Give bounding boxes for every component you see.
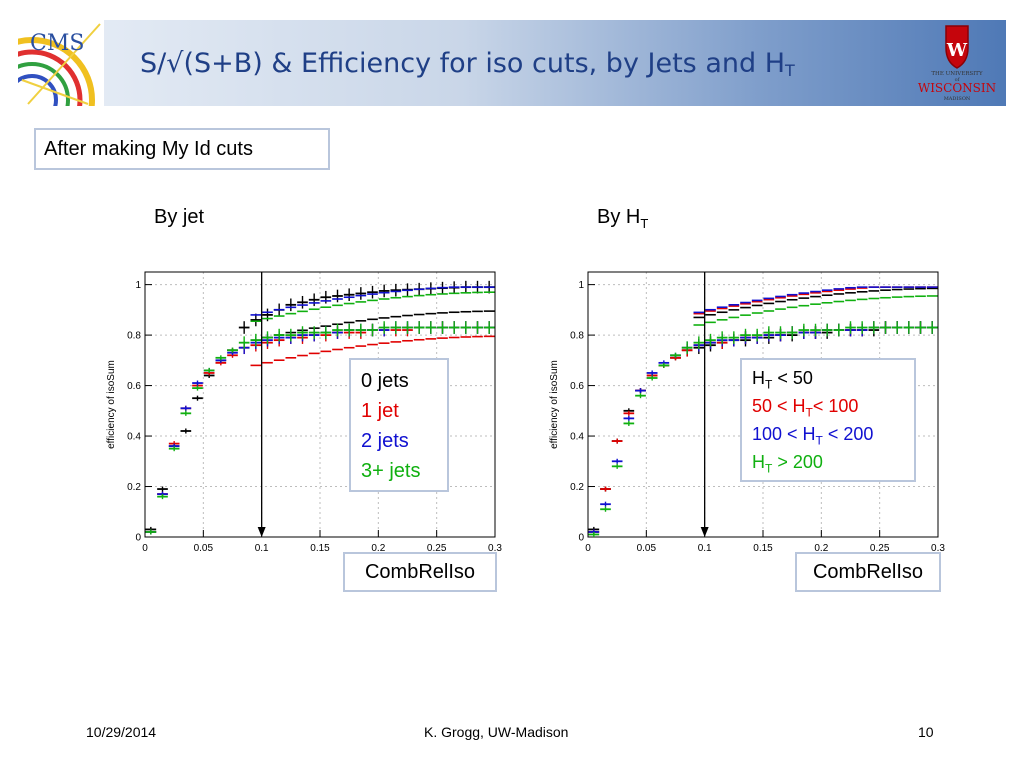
xlabel-by-ht: CombRelIso	[795, 552, 941, 592]
svg-text:MADISON: MADISON	[944, 96, 971, 102]
x-tick-label: 0.2	[371, 543, 385, 554]
legend-entry: 3+ jets	[361, 460, 421, 482]
x-tick-label: 0.15	[310, 543, 330, 554]
svg-text:WISCONSIN: WISCONSIN	[918, 81, 996, 95]
x-tick-label: 0.15	[753, 543, 773, 554]
legend-entry: HT < 50	[752, 368, 813, 392]
legend-by-jet: 0 jets 1 jet 2 jets 3+ jets	[349, 358, 449, 492]
series-3	[145, 321, 495, 535]
y-tick-label: 0.8	[127, 331, 141, 342]
panel-label-by-ht: By HT	[597, 206, 649, 231]
y-axis-label: efficiency of isoSum	[106, 360, 117, 449]
y-tick-label: 0.4	[570, 432, 584, 443]
panel-label-by-jet: By jet	[154, 206, 205, 228]
plot-by-ht: 0 0.05 0.1 0.15 0.2 0.25 0.3 0 0.2 0.4 0.6 0.8 1 effi…	[549, 271, 945, 554]
y-tick-label: 0.2	[127, 482, 141, 493]
x-tick-label: 0.05	[637, 543, 657, 554]
x-tick-label: 0.2	[814, 543, 828, 554]
page-title: S/√(S+B) & Efficiency for iso cuts, by J…	[140, 48, 795, 80]
series-3	[588, 321, 938, 537]
x-tick-label: 0.3	[488, 543, 502, 554]
x-tick-label: 0	[585, 543, 591, 554]
x-tick-label: 0.1	[255, 543, 269, 554]
x-tick-label: 0	[142, 543, 148, 554]
xlabel-by-jet: CombRelIso	[343, 552, 497, 592]
plot-by-jet: 0 0.05 0.1 0.15 0.2 0.25 0.3 0 0.2 0.4 0.6 0.8 1 effi…	[106, 271, 502, 554]
legend-entry: 50 < HT< 100	[752, 396, 859, 420]
cms-logo-text: CMS	[30, 31, 84, 56]
y-tick-label: 0.6	[127, 381, 141, 392]
svg-text:of: of	[955, 77, 961, 83]
footer-page-number: 10	[918, 724, 934, 740]
header-band	[18, 20, 1006, 106]
series-upper-2	[693, 286, 938, 314]
x-tick-label: 0.3	[931, 543, 945, 554]
y-tick-label: 0.2	[570, 482, 584, 493]
uw-madison-logo: W THE UNIVERSITY of WISCONSIN MADISON	[912, 22, 1002, 104]
y-tick-label: 0.6	[570, 381, 584, 392]
legend-entry: 0 jets	[361, 370, 409, 392]
y-axis-label: efficiency of isoSum	[549, 360, 560, 449]
legend-entry: 2 jets	[361, 430, 409, 452]
y-tick-label: 0	[578, 533, 584, 544]
series-upper-2	[250, 286, 495, 316]
cut-arrow-icon	[700, 527, 709, 537]
legend-entry: 100 < HT < 200	[752, 424, 874, 448]
y-tick-label: 0.8	[570, 331, 584, 342]
cut-arrow-icon	[257, 527, 266, 537]
series-upper-0	[693, 287, 938, 319]
legend-by-ht: HT < 50 50 < HT< 100 100 < HT < 200 HT > 20…	[740, 358, 916, 482]
y-tick-label: 1	[578, 280, 584, 291]
footer-author: K. Grogg, UW-Madison	[424, 724, 569, 740]
x-tick-label: 0.25	[870, 543, 890, 554]
x-tick-label: 0.25	[427, 543, 447, 554]
y-tick-label: 0.4	[127, 432, 141, 443]
note-box: After making My Id cuts	[34, 128, 330, 170]
series-upper-3	[250, 291, 495, 323]
legend-entry: HT > 200	[752, 452, 823, 476]
y-tick-label: 1	[135, 280, 141, 291]
svg-text:THE UNIVERSITY: THE UNIVERSITY	[931, 71, 983, 77]
cms-logo: CMS	[18, 20, 104, 106]
y-tick-label: 0	[135, 533, 141, 544]
footer-date: 10/29/2014	[86, 724, 157, 740]
x-tick-label: 0.1	[698, 543, 712, 554]
series-upper-3	[693, 295, 938, 326]
x-tick-label: 0.05	[194, 543, 214, 554]
legend-entry: 1 jet	[361, 400, 399, 422]
svg-text:W: W	[946, 40, 968, 61]
series-upper-1	[250, 335, 495, 367]
